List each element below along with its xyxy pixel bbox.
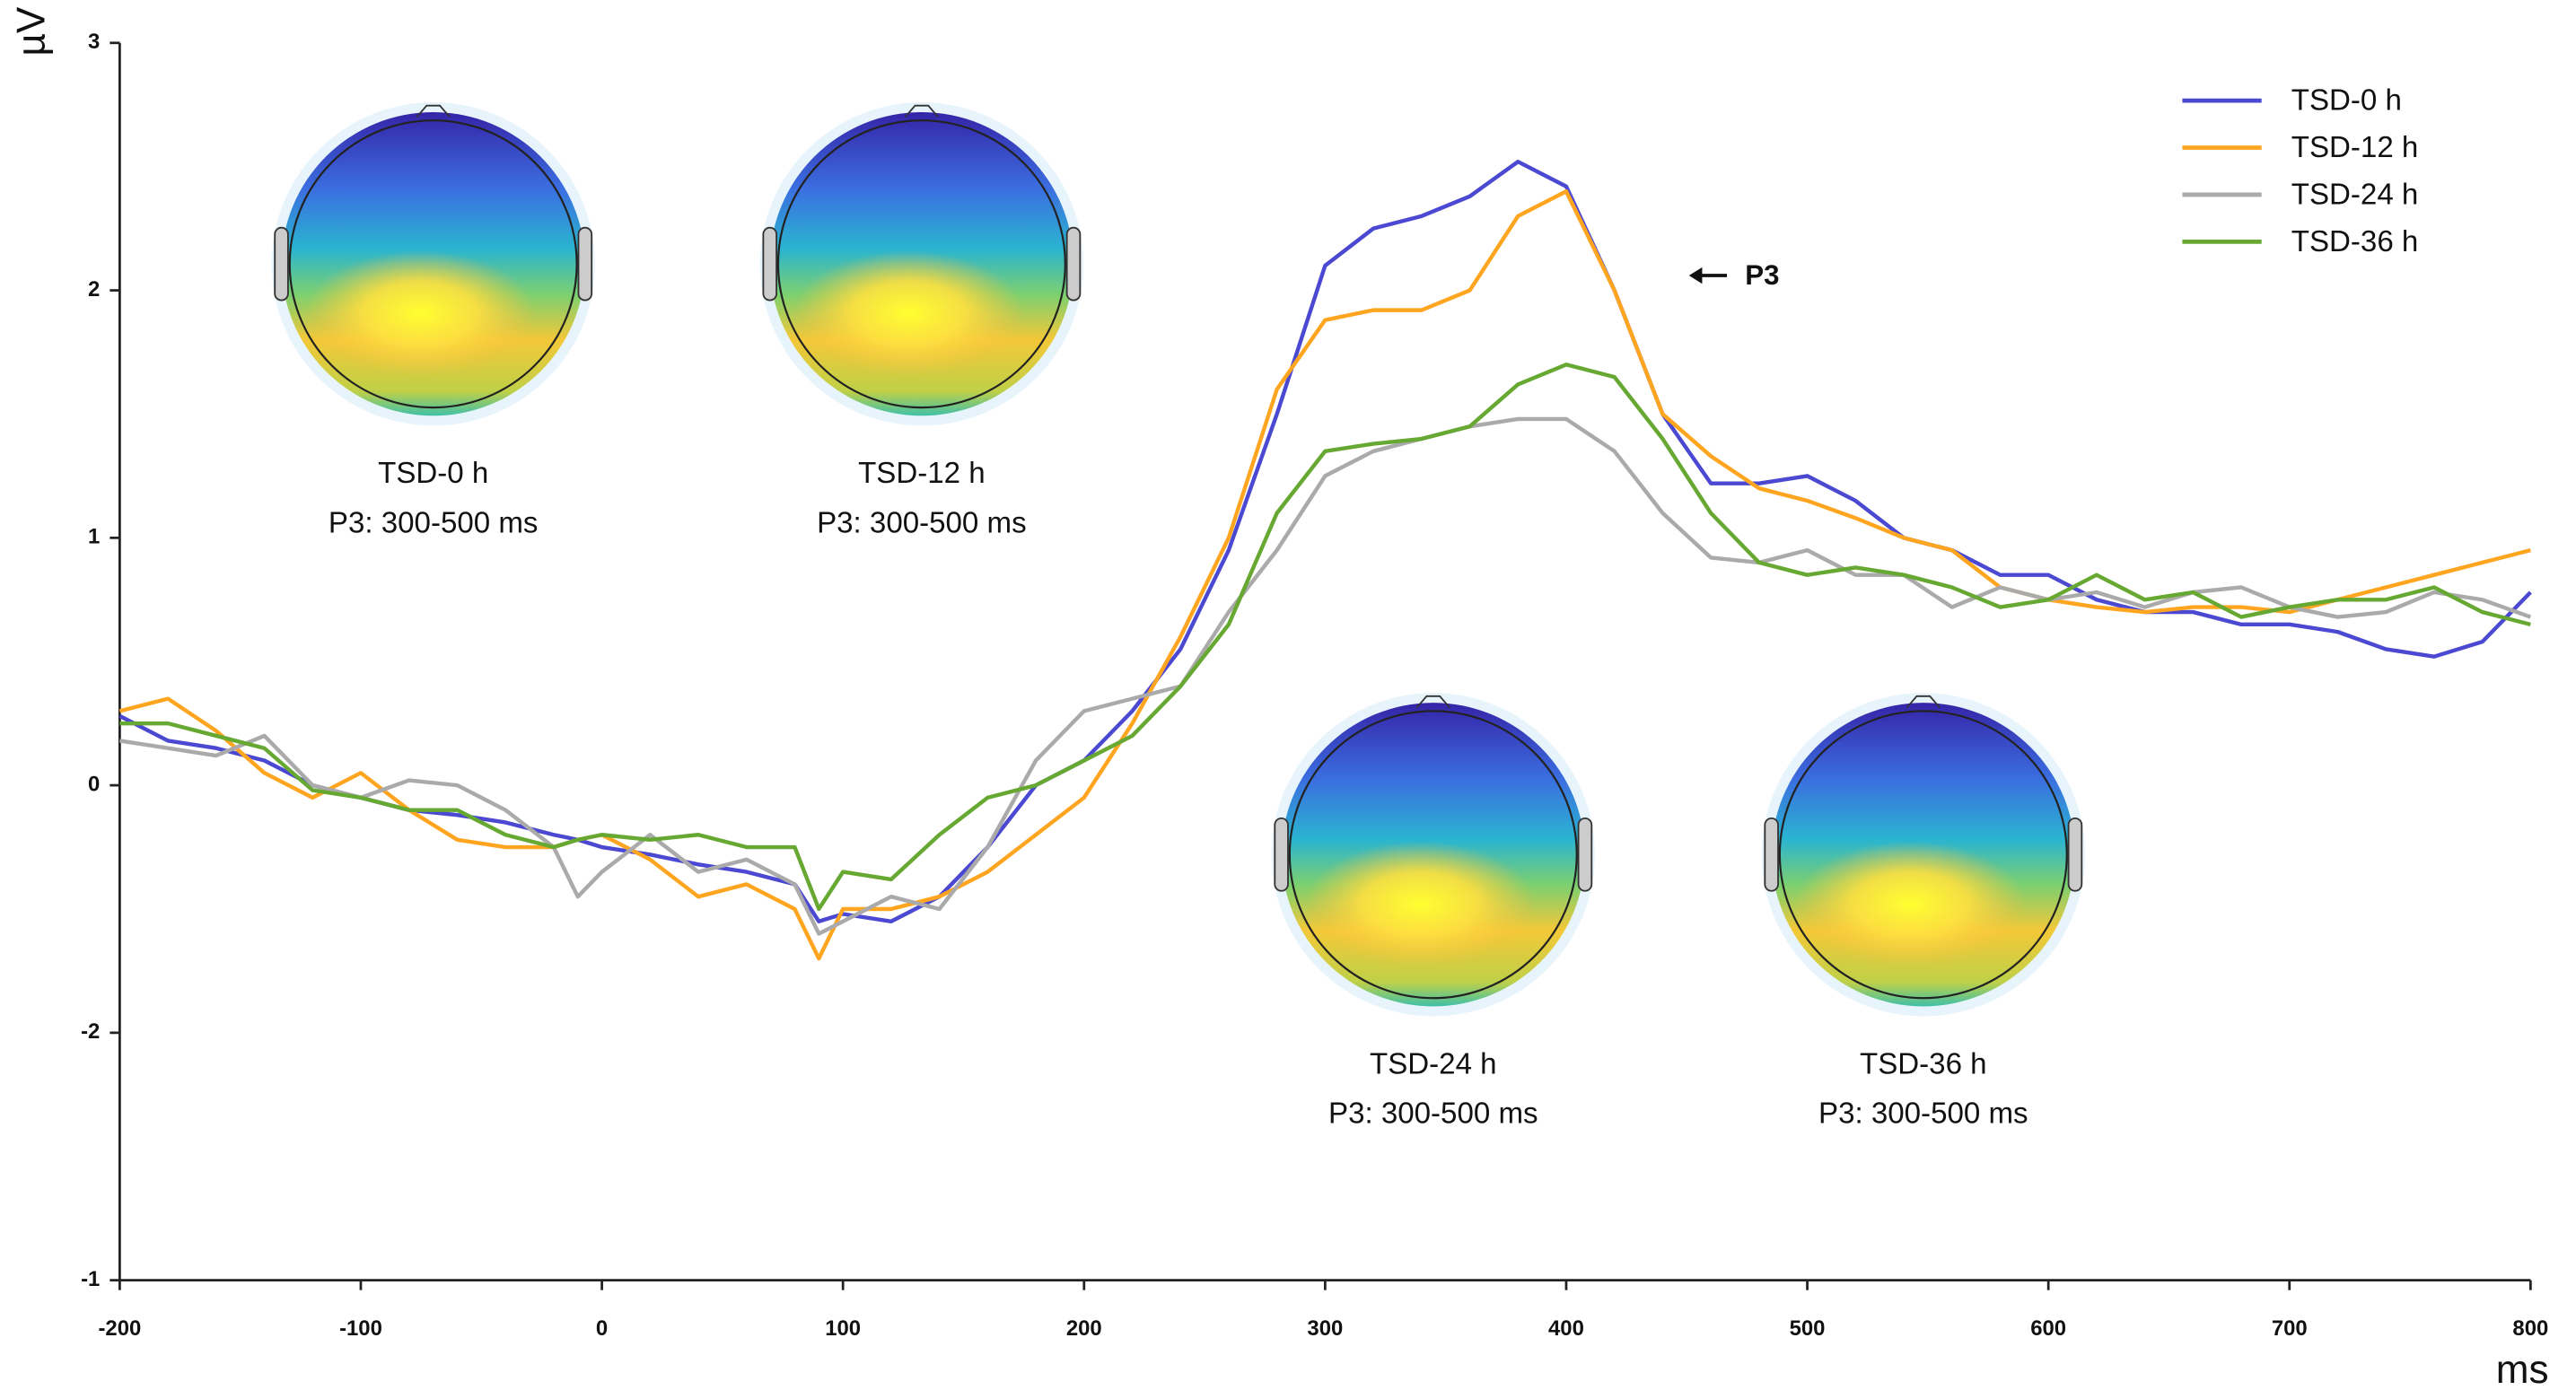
topomap-window: P3: 300-500 ms <box>1818 1097 2028 1131</box>
topomap-peak <box>1794 841 2026 967</box>
topomap-peak <box>793 250 1024 377</box>
series-line <box>118 159 2532 923</box>
y-tick-label: 0 <box>88 772 100 796</box>
topomap-ear <box>1577 817 1593 892</box>
x-tick-label: 600 <box>2030 1316 2066 1341</box>
legend-label: TSD-0 h <box>2291 84 2402 118</box>
x-tick-label: 500 <box>1790 1316 1826 1341</box>
topomap-ear <box>2067 817 2083 892</box>
topomap-outline <box>776 119 1066 409</box>
x-tick-label: 200 <box>1066 1316 1102 1341</box>
topomap-window: P3: 300-500 ms <box>817 506 1027 539</box>
y-tick-label: 2 <box>88 277 100 302</box>
topomap-peak <box>1304 841 1536 967</box>
topomap <box>759 101 1084 426</box>
topomap-ear <box>762 226 778 302</box>
x-tick-label: -100 <box>339 1316 382 1341</box>
x-tick-label: 800 <box>2512 1316 2548 1341</box>
topomap-ear <box>1764 817 1779 892</box>
topomap-label: TSD-12 h <box>858 457 986 490</box>
topomap-label: TSD-24 h <box>1370 1047 1497 1080</box>
legend-label: TSD-12 h <box>2291 131 2419 164</box>
x-tick-label: 400 <box>1548 1316 1584 1341</box>
x-tick-label: -200 <box>98 1316 141 1341</box>
topomap-ear <box>1065 226 1082 302</box>
topomap-peak <box>304 250 536 377</box>
topomap-window: P3: 300-500 ms <box>329 506 539 539</box>
y-tick-label: 1 <box>88 525 100 549</box>
y-tick-label: -2 <box>81 1019 100 1044</box>
topomap-outline <box>1288 710 1578 1000</box>
x-tick-label: 0 <box>596 1316 608 1341</box>
topomap-ear <box>577 226 593 302</box>
topomap-outline <box>1778 710 2068 1000</box>
topomap-label: TSD-0 h <box>378 457 488 490</box>
series-line <box>119 363 2531 912</box>
topomap-nose <box>1906 695 1941 709</box>
x-tick-label: 300 <box>1307 1316 1343 1341</box>
series-line <box>118 189 2531 961</box>
annotation: P3 <box>1745 259 1779 291</box>
legend-label: TSD-24 h <box>2291 179 2419 212</box>
topomap-nose <box>904 104 939 118</box>
topomap-ear <box>1274 817 1289 892</box>
topomap-nose <box>416 104 451 118</box>
topomap-ear <box>274 226 289 302</box>
x-tick-label: 700 <box>2272 1316 2308 1341</box>
x-tick-label: 100 <box>825 1316 861 1341</box>
topomap-outline <box>288 119 578 409</box>
annotation-arrowhead <box>1688 267 1703 284</box>
topomap <box>1761 693 2085 1017</box>
x-axis-label: ms <box>2496 1348 2549 1392</box>
topomap <box>1271 693 1595 1017</box>
y-axis-label: µV <box>9 6 53 56</box>
topomap-nose <box>1415 695 1450 709</box>
topomap-label: TSD-36 h <box>1860 1047 1987 1080</box>
series-line <box>119 416 2532 936</box>
y-tick-label: -1 <box>81 1267 100 1291</box>
topomap-window: P3: 300-500 ms <box>1328 1097 1538 1131</box>
y-tick-label: 3 <box>88 30 100 54</box>
topomap <box>271 101 595 426</box>
legend-label: TSD-36 h <box>2291 225 2419 258</box>
